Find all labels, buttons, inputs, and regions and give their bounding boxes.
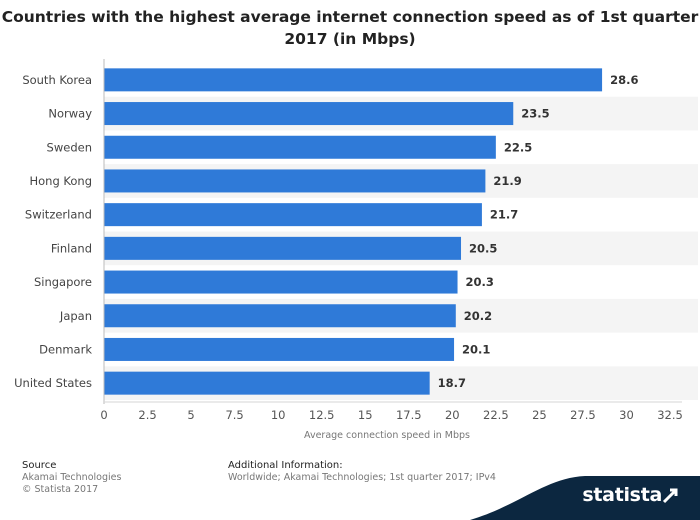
copyright-line: © Statista 2017 xyxy=(22,484,99,495)
source-block: Source Akamai Technologies © Statista 20… xyxy=(22,460,121,496)
data-label: 23.5 xyxy=(521,107,549,121)
brand-wave-path xyxy=(470,476,700,520)
data-label: 22.5 xyxy=(504,140,532,154)
x-axis-title: Average connection speed in Mbps xyxy=(304,430,470,441)
x-tick-label: 30 xyxy=(619,408,634,422)
x-tick-label: 15 xyxy=(358,408,373,422)
source-heading: Source xyxy=(22,460,57,471)
bar xyxy=(104,270,458,294)
data-label: 20.1 xyxy=(462,342,490,356)
category-label: Norway xyxy=(48,107,92,121)
x-tick-label: 12.5 xyxy=(309,408,335,422)
additional-info-text: Worldwide; Akamai Technologies; 1st quar… xyxy=(228,472,496,483)
source-line: Akamai Technologies xyxy=(22,472,122,483)
category-label: Singapore xyxy=(34,275,92,289)
data-label: 21.9 xyxy=(493,174,521,188)
category-label: Hong Kong xyxy=(29,174,92,188)
category-label: Switzerland xyxy=(25,208,92,222)
bar xyxy=(104,236,462,260)
x-tick-label: 22.5 xyxy=(483,408,509,422)
data-label: 18.7 xyxy=(438,376,466,390)
additional-info-heading: Additional Information: xyxy=(228,460,343,471)
category-label: South Korea xyxy=(22,73,92,87)
category-label: Denmark xyxy=(39,342,92,356)
x-tick-label: 10 xyxy=(271,408,286,422)
x-tick-label: 32.5 xyxy=(657,408,683,422)
bar xyxy=(104,337,455,361)
data-label: 21.7 xyxy=(490,208,518,222)
statista-logo[interactable]: statista xyxy=(582,484,662,506)
chart-title: Countries with the highest average inter… xyxy=(1,8,699,48)
bar xyxy=(104,68,603,92)
category-label: Sweden xyxy=(47,140,92,154)
additional-info-block: Additional Information: Worldwide; Akama… xyxy=(228,460,496,484)
x-tick-label: 27.5 xyxy=(570,408,596,422)
x-tick-label: 5 xyxy=(187,408,194,422)
data-label: 20.2 xyxy=(464,309,492,323)
bar xyxy=(104,102,514,126)
x-tick-label: 7.5 xyxy=(225,408,243,422)
x-tick-label: 2.5 xyxy=(138,408,156,422)
x-tick-label: 17.5 xyxy=(396,408,422,422)
bar xyxy=(104,371,430,395)
bar xyxy=(104,135,496,159)
statista-logo-icon xyxy=(662,488,678,504)
category-label: Japan xyxy=(59,309,92,323)
bar xyxy=(104,304,456,328)
data-label: 28.6 xyxy=(610,73,638,87)
category-label: United States xyxy=(14,376,92,390)
bar-chart: South Korea 28.6 Norway 23.5 Sweden 22.5 Hong … xyxy=(14,59,698,441)
bar xyxy=(104,203,482,227)
data-label: 20.3 xyxy=(466,275,494,289)
bar xyxy=(104,169,486,193)
x-tick-label: 20 xyxy=(445,408,460,422)
x-tick-label: 25 xyxy=(532,408,547,422)
x-tick-label: 0 xyxy=(100,408,107,422)
category-label: Finland xyxy=(51,241,92,255)
data-label: 20.5 xyxy=(469,241,497,255)
